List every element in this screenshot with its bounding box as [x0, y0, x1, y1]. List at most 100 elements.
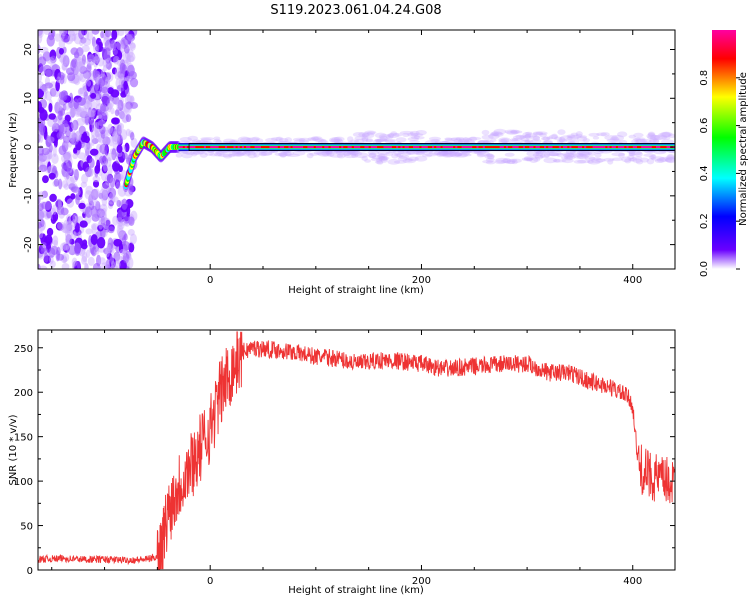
signal-peak — [317, 146, 321, 149]
signal-peak — [582, 146, 585, 149]
noise-blob — [109, 193, 114, 200]
noise-blob — [68, 30, 76, 37]
noise-blob — [78, 30, 85, 40]
signal-peak — [379, 146, 382, 149]
signal-peak — [427, 146, 431, 149]
signal-peak — [389, 146, 393, 149]
signal-halo — [628, 150, 643, 156]
signal-halo — [365, 139, 374, 143]
noise-blob — [106, 156, 112, 168]
noise-blob — [56, 246, 61, 256]
signal-halo — [628, 134, 636, 139]
noise-blob — [65, 243, 75, 254]
noise-blob — [85, 30, 90, 40]
noise-blob — [116, 199, 122, 208]
signal-halo — [530, 138, 542, 144]
signal-peak — [419, 146, 422, 149]
signal-halo — [648, 155, 655, 160]
signal-halo — [351, 151, 363, 156]
snr-x-label: Height of straight line (km) — [288, 585, 424, 596]
signal-peak — [239, 146, 243, 149]
signal-peak — [355, 146, 359, 149]
colorbar-label: Normalized spectral amplitude — [738, 72, 749, 226]
signal-halo — [524, 139, 534, 143]
noise-blob — [78, 60, 86, 67]
noise-blob — [59, 123, 64, 134]
signal-peak — [294, 146, 298, 149]
signal-peak — [520, 146, 524, 149]
signal-peak — [383, 146, 386, 149]
noise-blob — [104, 30, 112, 38]
spectrogram-ticks: 0 200 400 -20 -10 0 10 20 — [23, 30, 675, 286]
colorbar-tick-label: 0.2 — [699, 213, 710, 229]
noise-blob — [94, 51, 100, 62]
signal-halo — [542, 136, 551, 141]
noise-blob — [123, 233, 128, 241]
signal-halo — [578, 151, 593, 156]
noise-blob — [72, 152, 78, 160]
signal-halo — [424, 152, 439, 157]
signal-halo — [222, 138, 236, 144]
signal-halo — [192, 150, 205, 155]
signal-peak — [415, 146, 418, 149]
noise-blob — [38, 30, 44, 38]
noise-blob — [107, 164, 113, 176]
signal-halo — [307, 137, 316, 142]
noise-blob — [38, 101, 43, 112]
signal-halo — [462, 137, 470, 143]
signal-peak — [552, 146, 555, 149]
snr-x-tick-label: 400 — [623, 576, 642, 587]
noise-blob — [111, 30, 118, 41]
signal-peak — [343, 146, 346, 149]
signal-peak — [212, 146, 215, 149]
noise-blob — [89, 148, 99, 156]
noise-blob — [100, 156, 109, 166]
signal-halo — [591, 158, 604, 164]
noise-blob — [58, 39, 66, 49]
signal-peak — [664, 146, 667, 149]
signal-peak — [178, 146, 181, 149]
noise-blob — [91, 36, 96, 47]
noise-blob — [126, 95, 135, 103]
signal-halo — [563, 153, 575, 159]
signal-peak — [666, 146, 669, 149]
noise-blob — [43, 253, 49, 263]
signal-halo — [376, 153, 386, 159]
noise-blob — [129, 233, 137, 245]
signal-halo — [635, 159, 644, 165]
noise-blob — [47, 136, 55, 143]
signal-halo — [563, 153, 575, 158]
signal-peak — [491, 146, 494, 149]
signal-halo — [251, 136, 260, 141]
snr-y-tick-label: 100 — [14, 477, 33, 488]
signal-peak — [222, 146, 226, 149]
signal-peak — [455, 146, 458, 149]
noise-blob — [63, 120, 68, 127]
signal-halo — [191, 139, 202, 144]
signal-peak — [311, 146, 315, 149]
noise-blob — [81, 54, 87, 65]
noise-blob — [38, 88, 45, 99]
signal-peak — [609, 146, 612, 149]
signal-halo — [179, 137, 192, 142]
noise-blob — [125, 57, 132, 65]
noise-blob — [64, 172, 69, 181]
noise-blob — [111, 161, 121, 172]
noise-blob — [66, 176, 75, 188]
signal-peak — [465, 146, 469, 149]
signal-peak — [601, 146, 604, 149]
noise-blob — [89, 118, 95, 126]
signal-peak — [577, 146, 581, 149]
noise-blob — [77, 152, 86, 160]
noise-blob — [111, 67, 118, 75]
signal-halo — [610, 137, 620, 141]
noise-blob — [64, 151, 73, 163]
signal-halo — [457, 153, 472, 157]
noise-blob — [38, 208, 46, 220]
signal-halo — [387, 158, 401, 165]
signal-halo — [573, 159, 587, 164]
signal-halo — [231, 150, 241, 155]
signal-halo — [576, 149, 590, 156]
signal-peak — [203, 146, 207, 149]
noise-blob — [97, 119, 106, 127]
